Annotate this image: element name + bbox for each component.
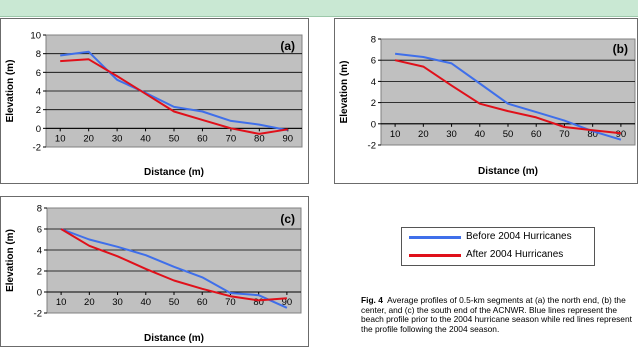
x-tick-label-b-0: 10 <box>390 129 401 140</box>
y-tick-label-b-3: 4 <box>371 77 376 88</box>
x-tick-label-c-3: 40 <box>140 297 151 308</box>
x-tick-label-c-0: 10 <box>56 297 67 308</box>
series-line-before-a <box>60 50 288 132</box>
legend-entry-after: After 2004 Hurricanes <box>402 248 594 264</box>
legend-swatch-before <box>409 236 461 239</box>
caption-lead: Fig. 4 <box>361 295 383 305</box>
y-axis-label-a: Elevation (m) <box>5 60 16 123</box>
top-banner <box>0 0 638 17</box>
x-tick-label-a-5: 60 <box>197 133 208 144</box>
panel-label-c: (c) <box>280 212 295 226</box>
x-tick-label-c-7: 80 <box>253 297 264 308</box>
legend-entry-before: Before 2004 Hurricanes <box>402 230 594 246</box>
x-tick-label-c-5: 60 <box>197 297 208 308</box>
x-axis-label-a: Distance (m) <box>144 167 204 178</box>
y-tick-label-a-5: 8 <box>36 49 41 60</box>
chart-panel-a: -2 0 2 4 6 8 10 10 20 30 40 50 60 70 80 90 Distance (m) E… <box>0 18 309 184</box>
x-tick-label-c-6: 70 <box>225 297 236 308</box>
x-axis-label-c: Distance (m) <box>144 333 204 344</box>
y-tick-label-a-2: 2 <box>36 105 41 116</box>
series-line-after-c <box>60 228 287 302</box>
y-tick-label-c-2: 2 <box>37 267 42 278</box>
x-tick-label-a-3: 40 <box>140 133 151 144</box>
x-tick-label-c-2: 30 <box>112 297 123 308</box>
x-tick-label-b-5: 60 <box>531 129 542 140</box>
chart-panel-c: -2 0 2 4 6 8 10 20 30 40 50 60 70 80 90 Distance (m) Ele… <box>0 196 309 347</box>
panel-label-a: (a) <box>280 39 295 53</box>
y-tick-label-c-3: 4 <box>37 246 42 257</box>
x-tick-label-c-8: 90 <box>282 297 293 308</box>
legend-swatch-after <box>409 254 461 257</box>
y-tick-label-a-4: 6 <box>36 68 41 79</box>
x-tick-label-b-4: 50 <box>503 129 514 140</box>
legend-label-after: After 2004 Hurricanes <box>466 249 564 260</box>
y-tick-label-c-1: 0 <box>37 288 42 299</box>
y-tick-label-b-2: 2 <box>371 98 376 109</box>
y-tick-label-c-4: 6 <box>37 225 42 236</box>
x-tick-label-b-7: 80 <box>587 129 598 140</box>
series-line-after-a <box>60 58 288 135</box>
x-tick-label-a-6: 70 <box>226 133 237 144</box>
x-tick-label-c-4: 50 <box>169 297 180 308</box>
x-tick-label-b-3: 40 <box>474 129 485 140</box>
chart-panel-b: -2 0 2 4 6 8 10 20 30 40 50 60 70 80 90 Distance (m) Ele… <box>334 18 638 184</box>
x-tick-label-a-4: 50 <box>169 133 180 144</box>
legend-label-before: Before 2004 Hurricanes <box>466 231 572 242</box>
y-tick-label-c-0: -2 <box>34 309 42 320</box>
legend: Before 2004 Hurricanes After 2004 Hurric… <box>401 227 595 266</box>
figure-caption: Fig. 4 Average profiles of 0.5-km segmen… <box>361 295 636 334</box>
y-tick-label-a-0: -2 <box>33 143 41 154</box>
x-tick-label-a-8: 90 <box>282 133 293 144</box>
y-tick-label-c-5: 8 <box>37 204 42 215</box>
y-tick-label-b-4: 6 <box>371 56 376 67</box>
chart-a: -2 0 2 4 6 8 10 10 20 30 40 50 60 70 80 90 Distance (m) E… <box>5 31 303 178</box>
y-tick-label-a-1: 0 <box>36 124 41 135</box>
x-tick-label-b-6: 70 <box>559 129 570 140</box>
x-tick-label-a-0: 10 <box>55 133 66 144</box>
x-tick-label-a-2: 30 <box>112 133 123 144</box>
chart-b: -2 0 2 4 6 8 10 20 30 40 50 60 70 80 90 Distance (m) Ele… <box>339 35 636 177</box>
y-tick-label-a-3: 4 <box>36 87 41 98</box>
y-tick-label-b-0: -2 <box>368 141 376 152</box>
x-tick-label-a-1: 20 <box>83 133 94 144</box>
y-axis-label-c: Elevation (m) <box>5 229 16 292</box>
x-tick-label-b-1: 20 <box>418 129 429 140</box>
chart-c: -2 0 2 4 6 8 10 20 30 40 50 60 70 80 90 Distance (m) Ele… <box>5 204 302 344</box>
y-axis-label-b: Elevation (m) <box>339 61 350 124</box>
series-line-before-c <box>60 228 288 309</box>
x-tick-label-b-8: 90 <box>616 129 627 140</box>
x-tick-label-c-1: 20 <box>84 297 95 308</box>
panel-label-b: (b) <box>613 42 628 56</box>
caption-body: Average profiles of 0.5-km segments at (… <box>361 295 632 334</box>
y-tick-label-a-6: 10 <box>30 31 41 42</box>
series-line-before-b <box>394 52 622 141</box>
x-tick-label-a-7: 80 <box>254 133 265 144</box>
x-tick-label-b-2: 30 <box>446 129 457 140</box>
y-tick-label-b-1: 0 <box>371 119 376 130</box>
series-line-after-b <box>394 59 622 135</box>
x-axis-label-b: Distance (m) <box>478 166 538 177</box>
y-tick-label-b-5: 8 <box>371 35 376 46</box>
